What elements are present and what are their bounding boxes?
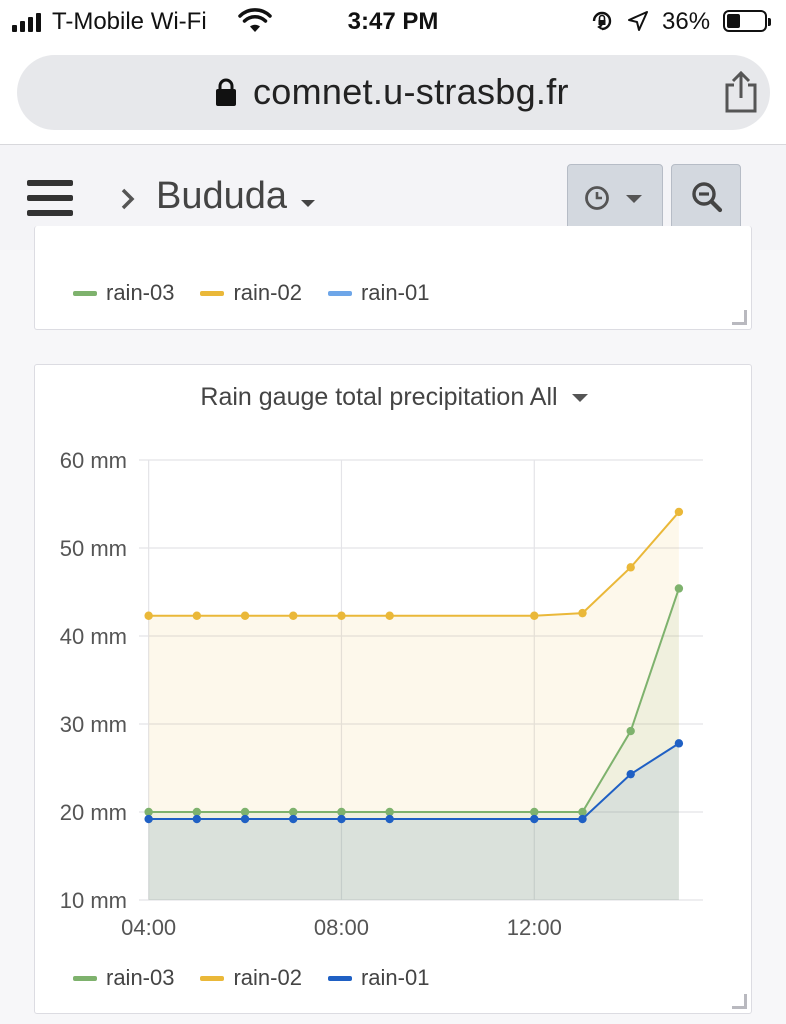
- data-point-rain-03: [289, 807, 298, 817]
- legend-item[interactable]: rain-01: [327, 280, 430, 306]
- share-icon[interactable]: [721, 71, 761, 113]
- address-bar[interactable]: comnet.u-strasbg.fr: [17, 55, 770, 130]
- data-point-rain-01: [337, 814, 346, 824]
- x-tick-label: 04:00: [121, 915, 176, 940]
- series-area-rain-01: [148, 743, 679, 900]
- legend-label: rain-01: [360, 280, 430, 305]
- data-point-rain-03: [674, 584, 684, 593]
- series-area-rain-02: [148, 511, 679, 900]
- carrier-label: T-Mobile Wi-Fi: [52, 8, 207, 35]
- data-point-rain-02: [337, 611, 346, 620]
- panel-resize-handle[interactable]: [732, 310, 747, 325]
- wifi-icon: [238, 8, 272, 32]
- data-point-rain-02: [530, 611, 539, 620]
- chevron-down-icon: [626, 195, 642, 203]
- legend-swatch: [73, 975, 97, 981]
- dashboard-title[interactable]: Bududa: [156, 175, 288, 217]
- legend-label: rain-02: [233, 965, 302, 990]
- y-tick-label: 60 mm: [60, 448, 127, 473]
- legend-swatch: [327, 975, 352, 981]
- data-point-rain-02: [240, 611, 250, 620]
- data-point-rain-02: [144, 611, 153, 620]
- clock-icon: [585, 186, 609, 210]
- time-picker-button[interactable]: [567, 164, 663, 230]
- data-point-rain-01: [385, 814, 394, 824]
- legend-label: rain-02: [233, 280, 302, 305]
- data-point-rain-01: [240, 814, 250, 824]
- y-tick-label: 20 mm: [60, 800, 127, 825]
- legend-label: rain-03: [106, 280, 175, 305]
- legend-swatch: [73, 290, 97, 296]
- legend-item[interactable]: rain-03: [73, 280, 174, 306]
- legend-label: rain-01: [360, 965, 430, 990]
- data-point-rain-03: [192, 807, 202, 817]
- data-point-rain-03: [626, 726, 635, 736]
- signal-icon: [12, 12, 41, 32]
- data-point-rain-02: [385, 611, 394, 620]
- data-point-rain-02: [289, 611, 298, 620]
- browser-toolbar: comnet.u-strasbg.fr: [0, 44, 786, 145]
- series-line-rain-03: [148, 588, 680, 813]
- legend-item[interactable]: rain-01: [327, 965, 430, 991]
- data-point-rain-01: [192, 814, 202, 824]
- battery-icon: [723, 10, 771, 32]
- data-point-rain-01: [289, 814, 298, 824]
- series-area-rain-03: [148, 588, 679, 900]
- data-point-rain-02: [578, 608, 587, 618]
- status-bar: T-Mobile Wi-Fi 3:47 PM 36%: [0, 0, 786, 44]
- legend-swatch: [200, 290, 225, 296]
- legend-item[interactable]: rain-02: [200, 965, 302, 991]
- data-point-rain-03: [385, 807, 394, 817]
- data-point-rain-01: [674, 739, 684, 748]
- data-point-rain-02: [674, 507, 684, 517]
- series-line-rain-01: [148, 742, 680, 821]
- y-tick-label: 40 mm: [60, 624, 127, 649]
- panel-legend: rain-03 rain-02 rain-01: [73, 280, 429, 306]
- menu-icon[interactable]: [27, 180, 73, 218]
- x-tick-label: 12:00: [507, 915, 562, 940]
- data-point-rain-01: [530, 814, 539, 824]
- legend-label: rain-03: [106, 965, 175, 990]
- x-tick-label: 08:00: [314, 915, 369, 940]
- zoom-out-button[interactable]: [671, 164, 741, 230]
- data-point-rain-03: [530, 807, 539, 817]
- panel-resize-handle[interactable]: [732, 994, 747, 1009]
- battery-percent: 36%: [662, 8, 711, 35]
- legend-item[interactable]: rain-03: [73, 965, 174, 991]
- data-point-rain-03: [240, 807, 250, 817]
- rain-panel-top: rain-03 rain-02 rain-01: [34, 226, 752, 330]
- legend-swatch: [327, 290, 352, 296]
- data-point-rain-01: [578, 814, 587, 824]
- zoom-out-icon: [692, 182, 723, 213]
- data-point-rain-03: [337, 807, 346, 817]
- y-tick-label: 10 mm: [60, 888, 127, 913]
- series-line-rain-02: [148, 511, 680, 617]
- panel-menu-caret-icon[interactable]: [571, 393, 588, 402]
- location-icon: [628, 11, 648, 31]
- data-point-rain-01: [626, 769, 635, 779]
- url-text[interactable]: comnet.u-strasbg.fr: [253, 71, 569, 112]
- dashboard-picker-caret-icon[interactable]: [301, 200, 315, 207]
- rain-gauge-panel: Rain gauge total precipitation All 10 mm…: [34, 364, 752, 1014]
- y-tick-label: 30 mm: [60, 712, 127, 737]
- legend-item[interactable]: rain-02: [200, 280, 302, 306]
- panel-title[interactable]: Rain gauge total precipitation All: [35, 383, 753, 412]
- panel-title-text: Rain gauge total precipitation All: [200, 383, 558, 411]
- lock-icon: [216, 78, 236, 106]
- orientation-lock-icon: [592, 11, 612, 31]
- data-point-rain-01: [144, 814, 153, 824]
- y-tick-label: 50 mm: [60, 536, 127, 561]
- precipitation-chart: 10 mm 20 mm 30 mm 40 mm 50 mm 60 mm 04:00 08:00…: [60, 448, 703, 940]
- data-point-rain-03: [144, 807, 153, 817]
- status-time: 3:47 PM: [347, 8, 439, 35]
- data-point-rain-02: [192, 611, 202, 620]
- data-point-rain-03: [578, 807, 587, 817]
- breadcrumb-chevron-icon: [121, 188, 135, 210]
- legend-swatch: [200, 975, 225, 981]
- data-point-rain-02: [626, 563, 635, 572]
- panel-legend: rain-03 rain-02 rain-01: [73, 965, 429, 991]
